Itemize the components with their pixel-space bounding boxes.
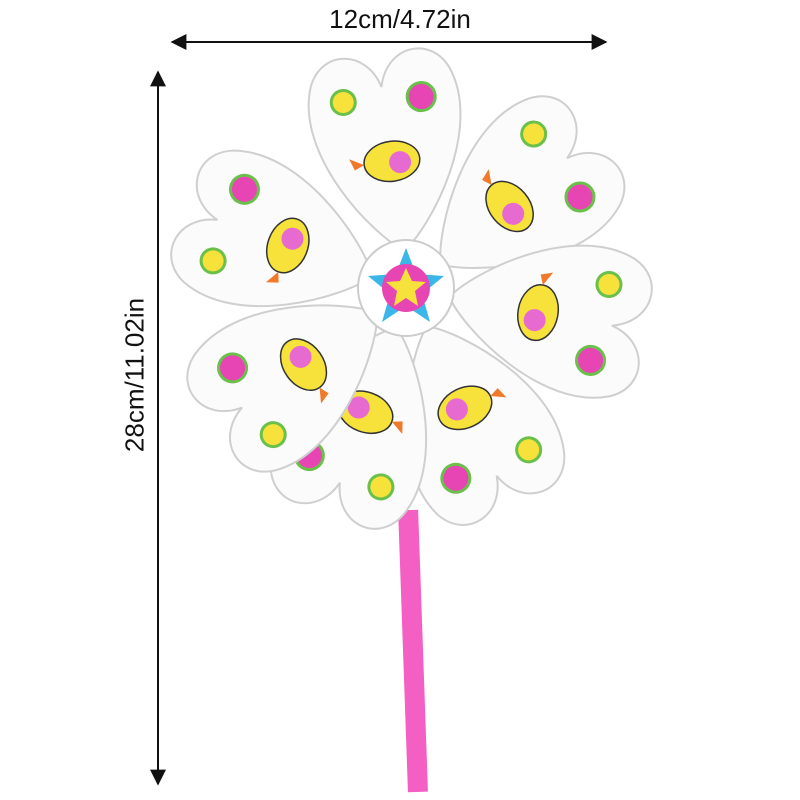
height-label: 28cm/11.02in <box>119 297 150 453</box>
width-label: 12cm/4.72in <box>329 4 471 34</box>
pinwheel-stick <box>398 509 428 793</box>
pinwheel-center <box>357 239 455 337</box>
